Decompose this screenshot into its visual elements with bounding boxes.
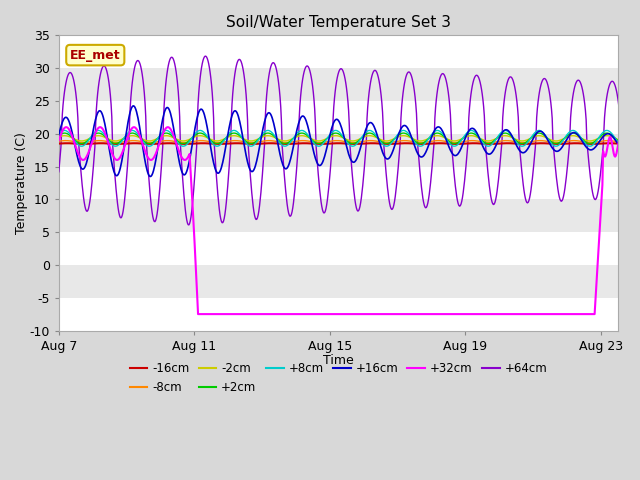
Legend: -16cm, -8cm, -2cm, +2cm, +8cm, +16cm, +32cm, +64cm: -16cm, -8cm, -2cm, +2cm, +8cm, +16cm, +3… bbox=[125, 357, 552, 398]
X-axis label: Time: Time bbox=[323, 354, 354, 367]
Bar bbox=[59, 134, 618, 167]
Bar bbox=[59, 167, 618, 199]
Bar bbox=[59, 265, 618, 298]
Bar bbox=[59, 232, 618, 265]
Bar bbox=[59, 68, 618, 101]
Text: EE_met: EE_met bbox=[70, 48, 120, 61]
Bar bbox=[59, 298, 618, 331]
Bar bbox=[59, 199, 618, 232]
Bar bbox=[59, 36, 618, 68]
Title: Soil/Water Temperature Set 3: Soil/Water Temperature Set 3 bbox=[226, 15, 451, 30]
Bar bbox=[59, 101, 618, 134]
Y-axis label: Temperature (C): Temperature (C) bbox=[15, 132, 28, 234]
